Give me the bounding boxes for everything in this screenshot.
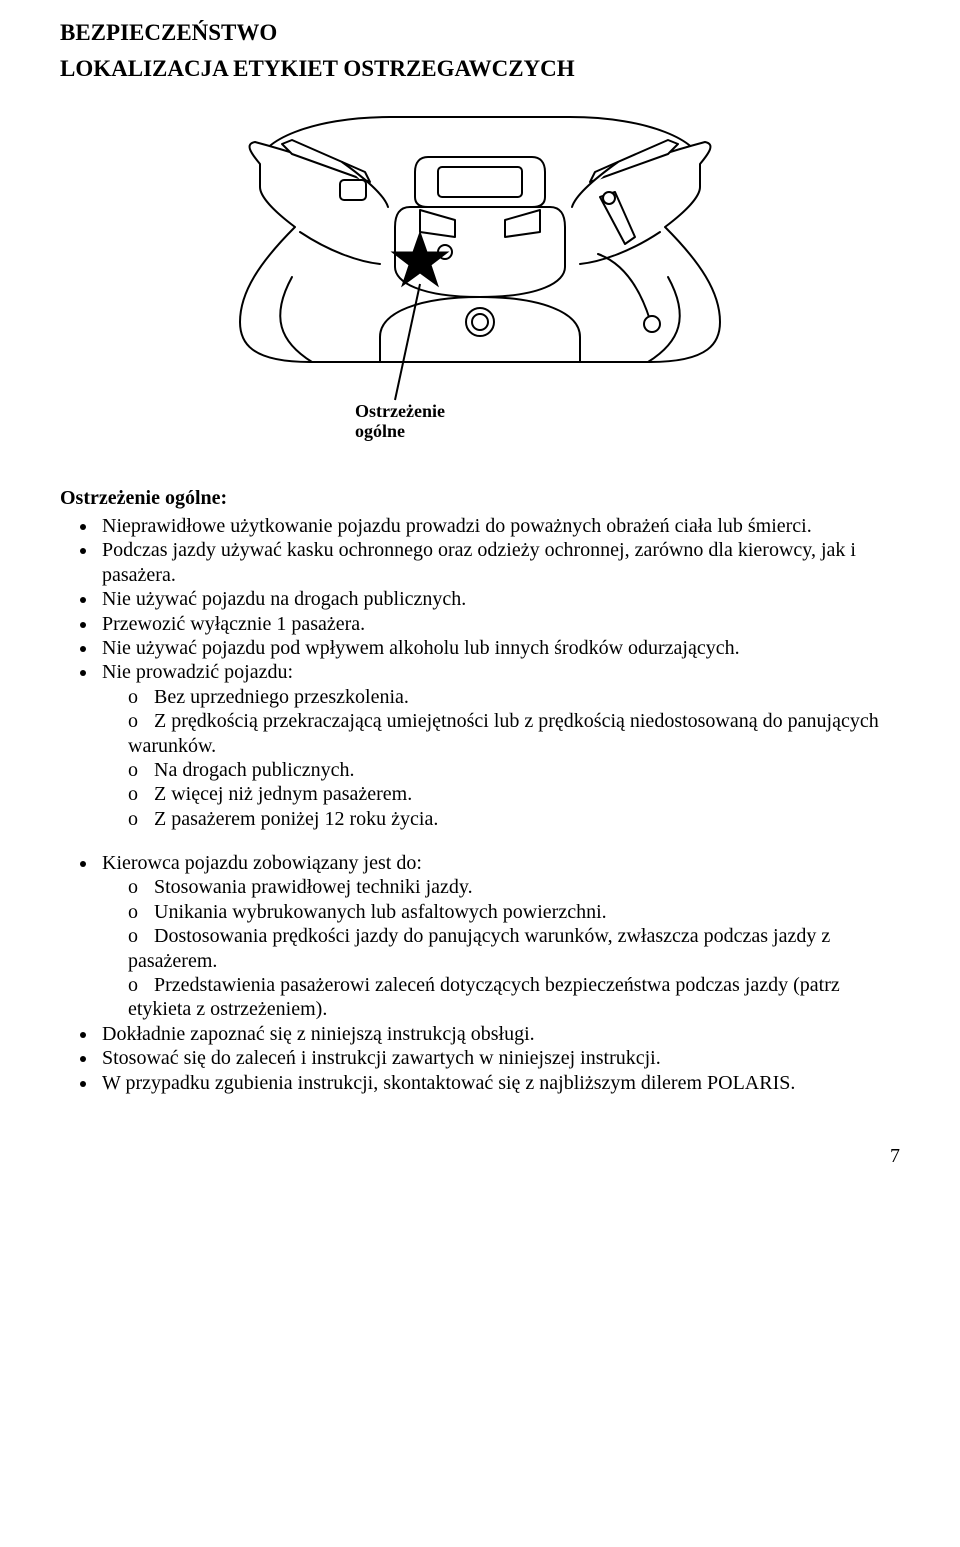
sub-item: Z więcej niż jednym pasażerem. bbox=[128, 782, 900, 806]
bullet-item-do-not-drive: Nie prowadzić pojazdu: Bez uprzedniego p… bbox=[98, 660, 900, 831]
section-title-general-warning: Ostrzeżenie ogólne: bbox=[60, 487, 900, 510]
bullet-text: Nie prowadzić pojazdu: bbox=[102, 661, 293, 683]
bullet-item: Nie używać pojazdu pod wpływem alkoholu … bbox=[98, 636, 900, 660]
bullet-item: Dokładnie zapoznać się z niniejszą instr… bbox=[98, 1022, 900, 1046]
bullet-list-secondary: Kierowca pojazdu zobowiązany jest do: St… bbox=[98, 851, 900, 1095]
sub-item: Unikania wybrukowanych lub asfaltowych p… bbox=[128, 900, 900, 924]
bullet-item: W przypadku zgubienia instrukcji, skonta… bbox=[98, 1071, 900, 1095]
sub-item: Bez uprzedniego przeszkolenia. bbox=[128, 685, 900, 709]
bullet-item: Przewozić wyłącznie 1 pasażera. bbox=[98, 612, 900, 636]
sub-item: Na drogach publicznych. bbox=[128, 758, 900, 782]
document-page: BEZPIECZEŃSTWO LOKALIZACJA ETYKIET OSTRZ… bbox=[0, 0, 960, 1188]
sub-item: Z pasażerem poniżej 12 roku życia. bbox=[128, 807, 900, 831]
sublist-do-not-drive: Bez uprzedniego przeszkolenia. Z prędkoś… bbox=[128, 685, 900, 831]
sub-item: Przedstawienia pasażerowi zaleceń dotycz… bbox=[128, 973, 900, 1022]
bullet-text: Kierowca pojazdu zobowiązany jest do: bbox=[102, 852, 422, 874]
bullet-item: Nie używać pojazdu na drogach publicznyc… bbox=[98, 587, 900, 611]
diagram-container: Ostrzeżenie ogólne bbox=[60, 102, 900, 457]
page-number: 7 bbox=[60, 1095, 900, 1168]
spacer bbox=[60, 831, 900, 851]
sublist-driver-must: Stosowania prawidłowej techniki jazdy. U… bbox=[128, 875, 900, 1021]
sub-item: Z prędkością przekraczającą umiejętności… bbox=[128, 709, 900, 758]
heading-safety: BEZPIECZEŃSTWO bbox=[60, 20, 900, 46]
bullet-item: Nieprawidłowe użytkowanie pojazdu prowad… bbox=[98, 514, 900, 538]
sub-item: Stosowania prawidłowej techniki jazdy. bbox=[128, 875, 900, 899]
callout-label: Ostrzeżenie ogólne bbox=[355, 401, 449, 441]
bullet-item-driver-must: Kierowca pojazdu zobowiązany jest do: St… bbox=[98, 851, 900, 1022]
bullet-list-main: Nieprawidłowe użytkowanie pojazdu prowad… bbox=[98, 514, 900, 831]
bullet-item: Podczas jazdy używać kasku ochronnego or… bbox=[98, 538, 900, 587]
heading-labels-location: LOKALIZACJA ETYKIET OSTRZEGAWCZYCH bbox=[60, 56, 900, 82]
sub-item: Dostosowania prędkości jazdy do panujący… bbox=[128, 924, 900, 973]
bullet-item: Stosować się do zaleceń i instrukcji zaw… bbox=[98, 1046, 900, 1070]
atv-handlebar-diagram: Ostrzeżenie ogólne bbox=[220, 102, 740, 452]
